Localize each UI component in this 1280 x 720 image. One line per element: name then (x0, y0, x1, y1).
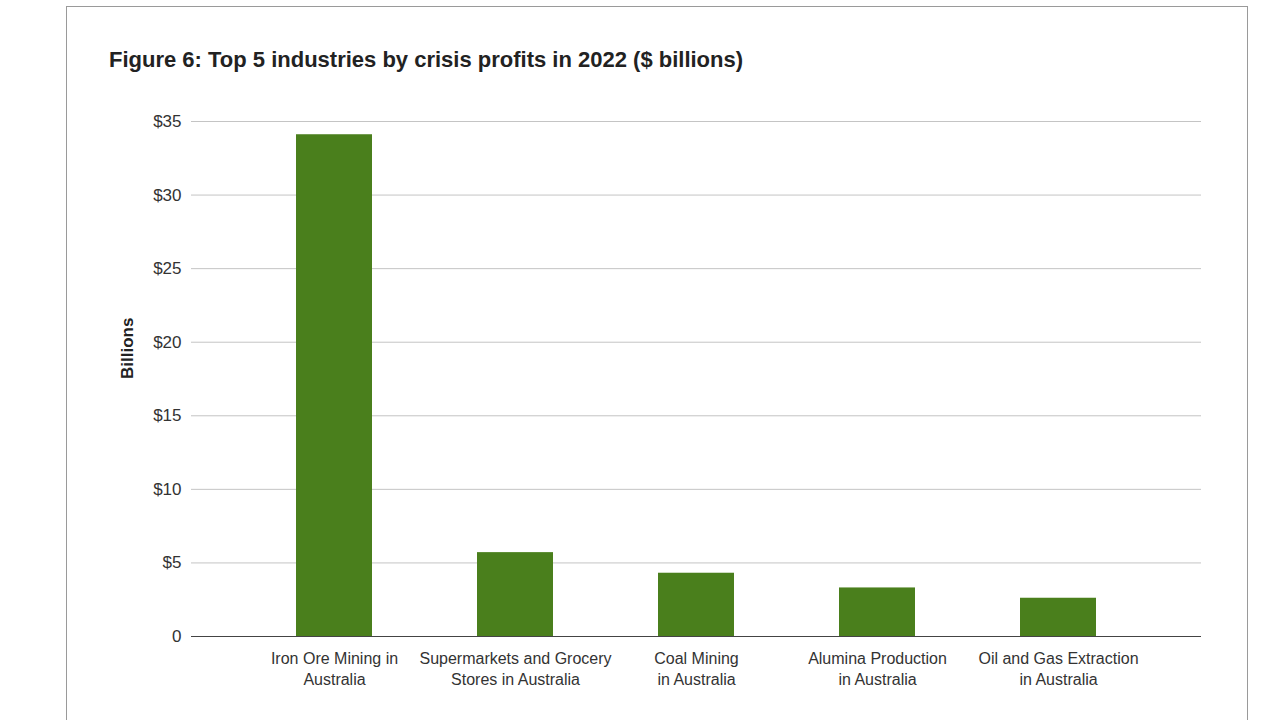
svg-text:Alumina Productionin Australia: Alumina Productionin Australia (808, 650, 947, 689)
svg-text:$5: $5 (163, 553, 182, 572)
svg-text:$35: $35 (153, 112, 181, 131)
svg-text:$20: $20 (153, 333, 181, 352)
svg-text:Coal Miningin Australia: Coal Miningin Australia (654, 650, 738, 689)
svg-text:$10: $10 (153, 480, 181, 499)
svg-text:0: 0 (172, 627, 181, 646)
svg-text:Supermarkets and GroceryStores: Supermarkets and GroceryStores in Austra… (419, 650, 611, 689)
svg-text:Iron Ore Mining inAustralia: Iron Ore Mining inAustralia (271, 650, 398, 689)
svg-text:$15: $15 (153, 406, 181, 425)
svg-text:$25: $25 (153, 259, 181, 278)
html-text:Figure 6: Top 5 industries by: Figure 6: Top 5 industries by crisis pro… (109, 47, 744, 72)
svg-text:$30: $30 (153, 186, 181, 205)
svg-text:Oil and Gas Extractionin Austr: Oil and Gas Extractionin Australia (978, 650, 1138, 689)
svg-text:Billions: Billions (118, 318, 137, 379)
